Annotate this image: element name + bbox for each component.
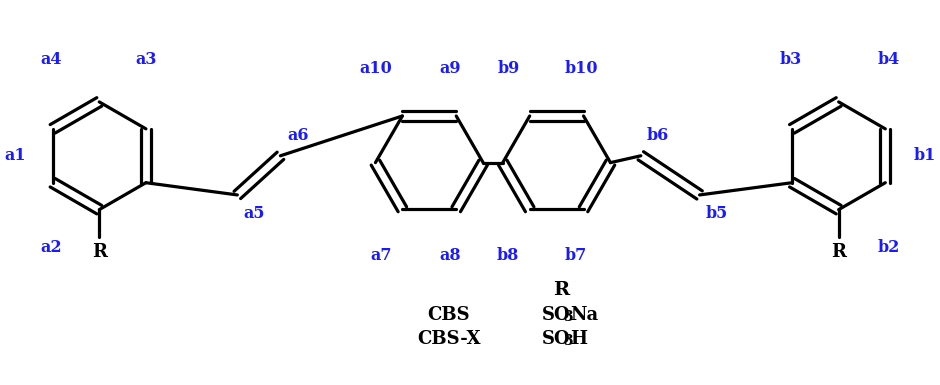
Text: b3: b3	[779, 51, 802, 68]
Text: R: R	[831, 243, 846, 261]
Text: b6: b6	[647, 127, 669, 144]
Text: SO: SO	[542, 306, 571, 324]
Text: a5: a5	[243, 205, 265, 222]
Text: b9: b9	[497, 60, 520, 77]
Text: a7: a7	[370, 247, 392, 264]
Text: a2: a2	[40, 239, 62, 256]
Text: H: H	[571, 330, 588, 348]
Text: 3: 3	[563, 334, 573, 348]
Text: R: R	[554, 281, 570, 299]
Text: CBS: CBS	[428, 306, 470, 324]
Text: 3: 3	[563, 310, 573, 323]
Text: a3: a3	[135, 51, 157, 68]
Text: a8: a8	[439, 247, 461, 264]
Text: b10: b10	[564, 60, 598, 77]
Text: b7: b7	[564, 247, 587, 264]
Text: R: R	[92, 243, 107, 261]
Text: a9: a9	[439, 60, 461, 77]
Text: a6: a6	[288, 127, 309, 144]
Text: a1: a1	[4, 147, 25, 164]
Text: b2: b2	[878, 239, 901, 256]
Text: b5: b5	[705, 205, 728, 222]
Text: b4: b4	[878, 51, 901, 68]
Text: b1: b1	[914, 147, 936, 164]
Text: a4: a4	[40, 51, 62, 68]
Text: SO: SO	[542, 330, 571, 348]
Text: a10: a10	[359, 60, 392, 77]
Text: Na: Na	[571, 306, 599, 324]
Text: CBS-X: CBS-X	[417, 330, 480, 348]
Text: b8: b8	[497, 247, 520, 264]
